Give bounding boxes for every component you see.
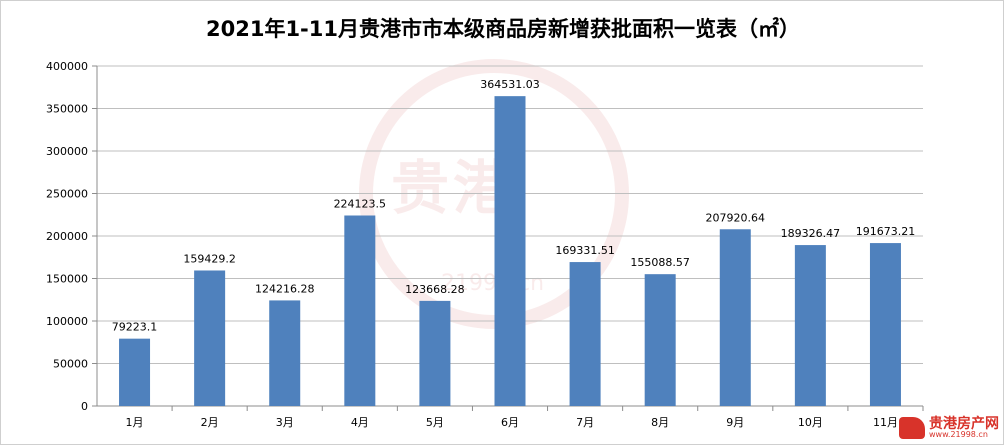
x-tick-label: 1月 xyxy=(126,416,144,429)
data-label: 207920.64 xyxy=(706,211,766,224)
y-tick-label: 250000 xyxy=(46,188,88,201)
data-label: 191673.21 xyxy=(856,225,916,238)
x-tick-label: 6月 xyxy=(501,416,519,429)
x-tick-label: 5月 xyxy=(426,416,444,429)
data-label: 124216.28 xyxy=(255,282,315,295)
data-label: 79223.1 xyxy=(112,321,158,334)
chart-title: 2021年1-11月贵港市市本级商品房新增获批面积一览表（㎡） xyxy=(206,17,800,41)
y-tick-label: 100000 xyxy=(46,315,88,328)
x-tick-label: 8月 xyxy=(651,416,669,429)
bar xyxy=(344,215,376,406)
x-tick-label: 7月 xyxy=(576,416,594,429)
brand-logo: 贵港房产网 www.21998.cn xyxy=(899,416,999,440)
y-tick-label: 150000 xyxy=(46,273,88,286)
x-tick-label: 3月 xyxy=(276,416,294,429)
bar xyxy=(119,338,151,406)
y-tick-label: 300000 xyxy=(46,145,88,158)
bar xyxy=(719,229,751,406)
watermark-text: 贵港 xyxy=(391,154,516,222)
x-tick-label: 2月 xyxy=(201,416,219,429)
bar xyxy=(644,274,676,406)
data-label: 189326.47 xyxy=(781,227,841,240)
data-label: 169331.51 xyxy=(555,244,615,257)
logo-url: www.21998.cn xyxy=(929,430,988,439)
data-label: 224123.5 xyxy=(334,197,387,210)
data-label: 123668.28 xyxy=(405,283,465,296)
x-tick-label: 9月 xyxy=(726,416,744,429)
data-label: 159429.2 xyxy=(183,252,236,265)
data-label: 364531.03 xyxy=(480,78,540,91)
bar xyxy=(194,270,226,406)
bar xyxy=(869,243,901,406)
x-tick-label: 11月 xyxy=(873,416,898,429)
logo-name: 贵港房产网 xyxy=(929,416,999,432)
bar xyxy=(569,262,601,406)
bar xyxy=(794,245,826,406)
x-tick-label: 4月 xyxy=(351,416,369,429)
watermark-url: 21998.cn xyxy=(441,271,545,296)
bar xyxy=(269,300,301,406)
y-tick-label: 350000 xyxy=(46,103,88,116)
data-label: 155088.57 xyxy=(630,256,690,269)
y-tick-label: 50000 xyxy=(53,358,88,371)
bar xyxy=(494,96,526,406)
y-tick-label: 400000 xyxy=(46,60,88,73)
y-tick-label: 200000 xyxy=(46,230,88,243)
x-tick-label: 10月 xyxy=(798,416,823,429)
y-tick-label: 0 xyxy=(81,400,88,413)
house-logo-icon xyxy=(899,417,925,439)
bar xyxy=(419,300,451,406)
